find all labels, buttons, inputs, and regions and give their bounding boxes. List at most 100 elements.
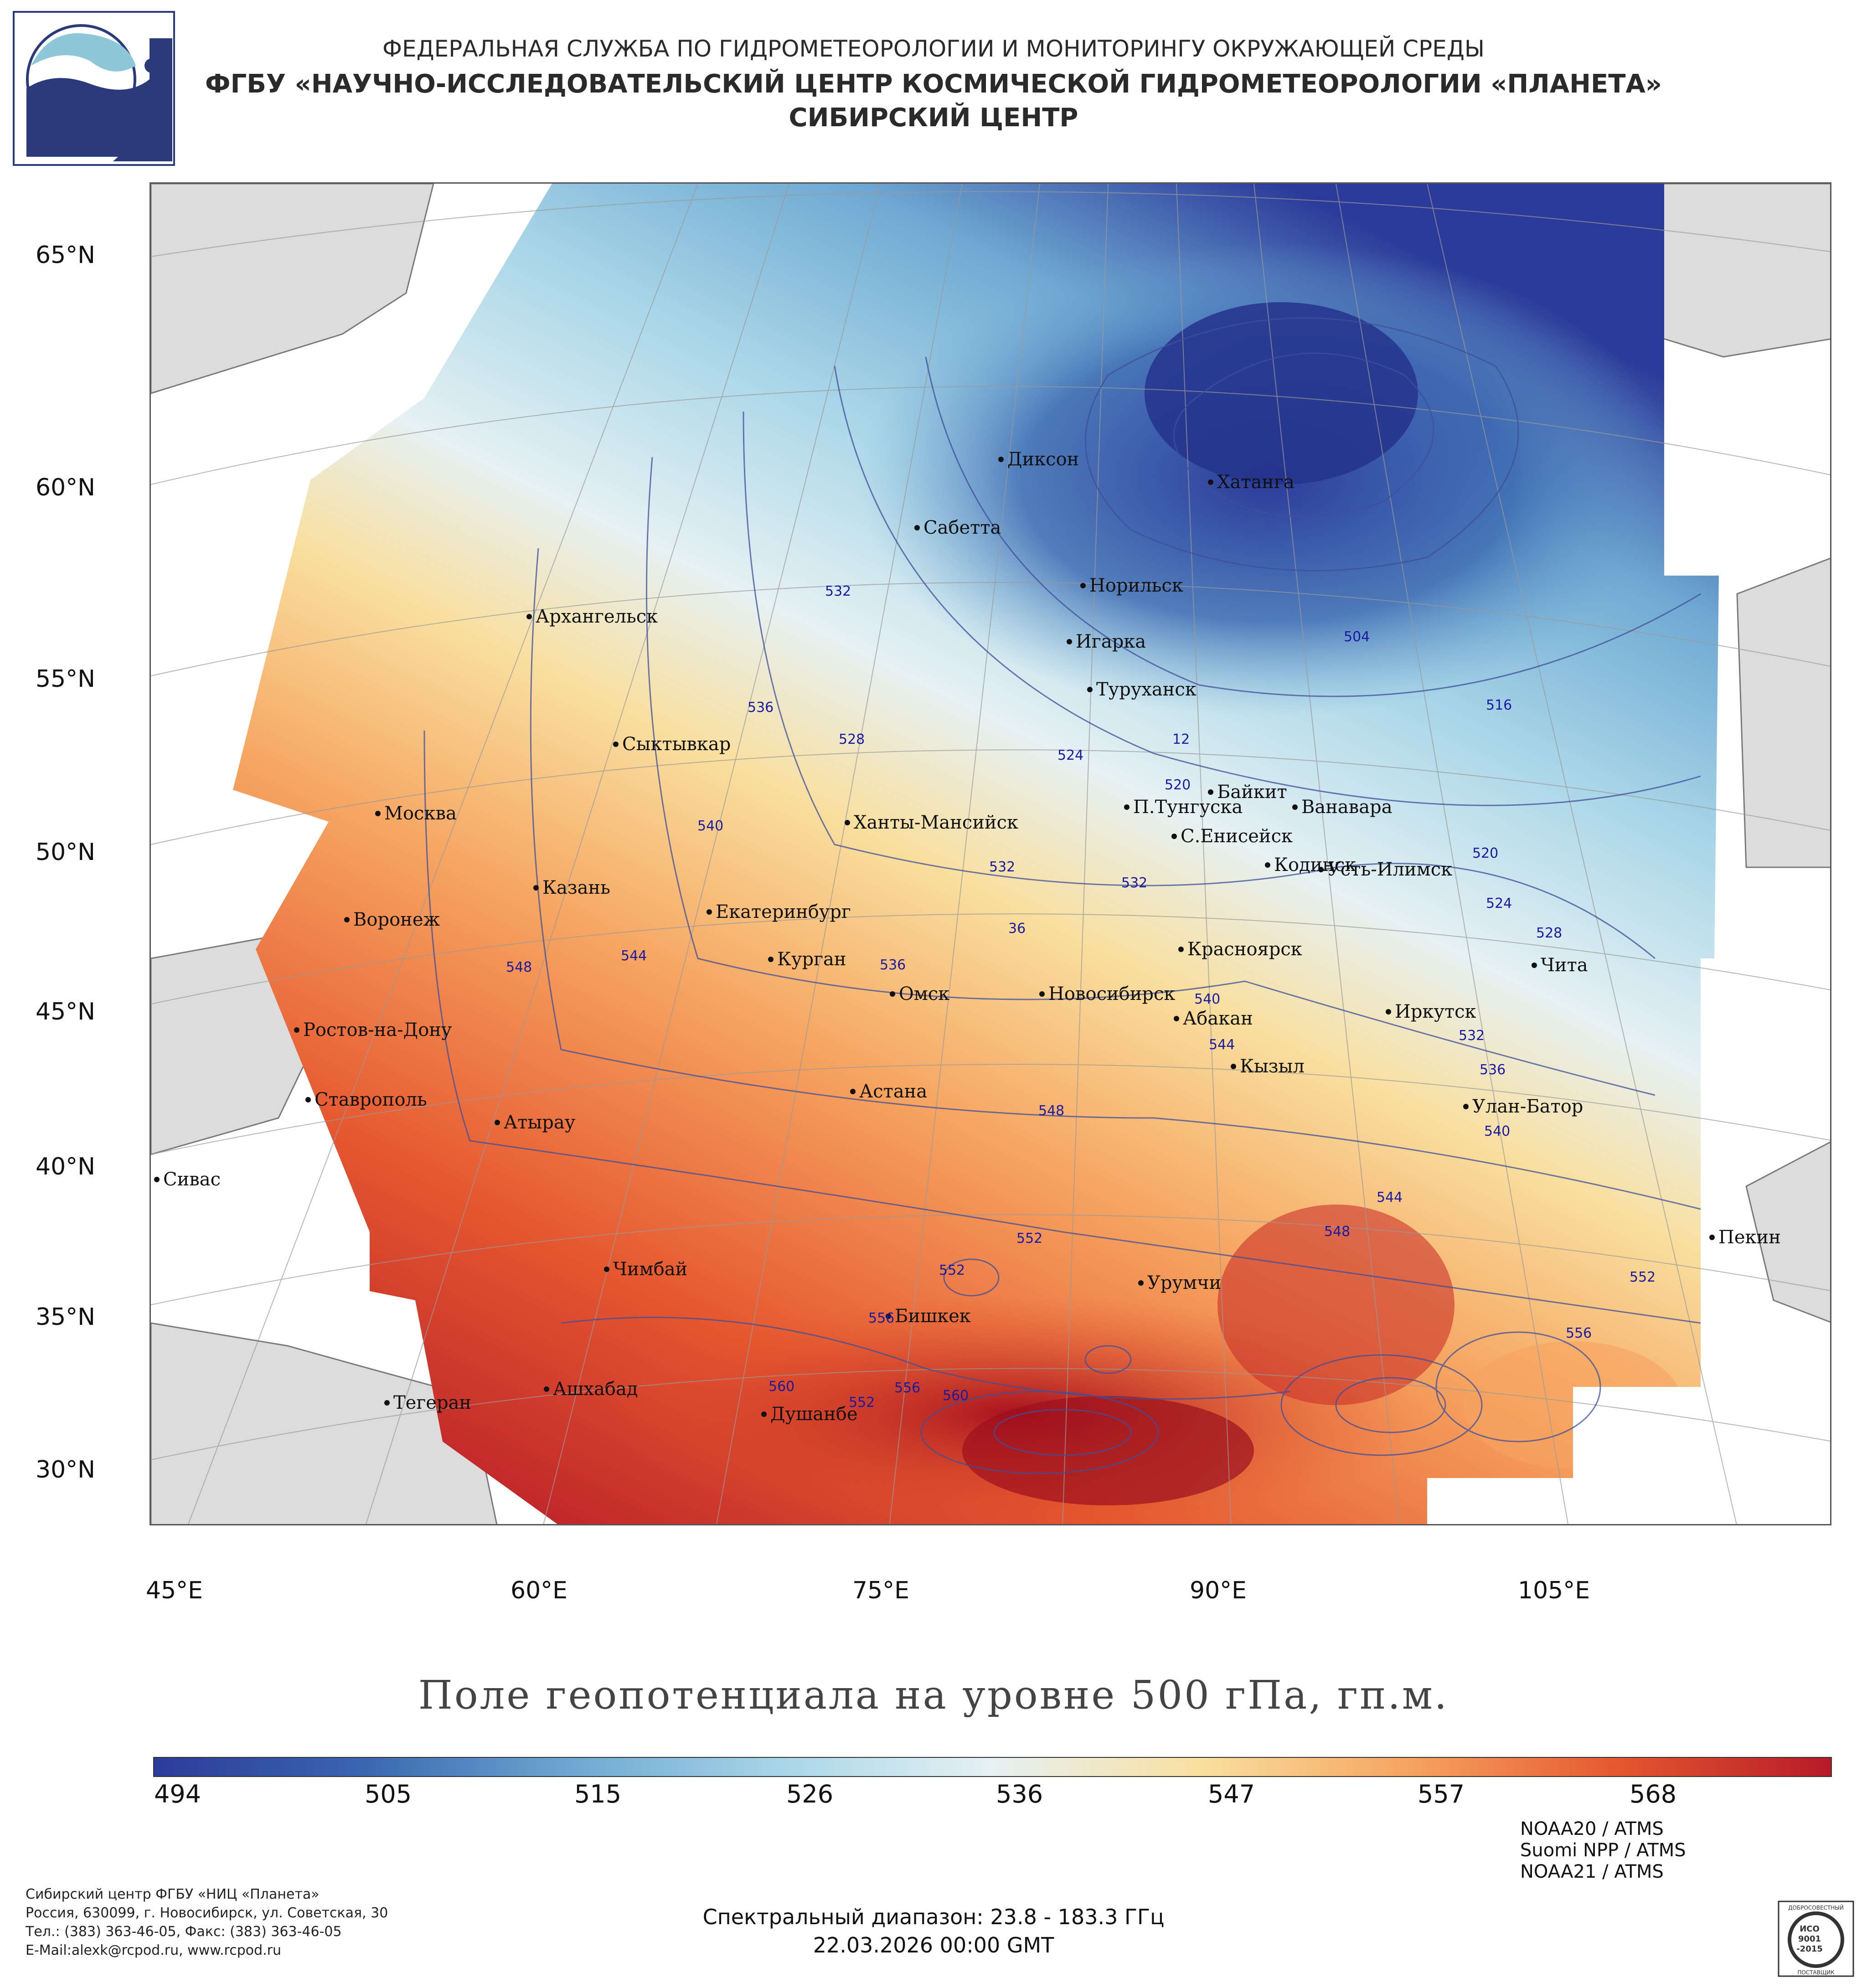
city-label: Байкит <box>1208 782 1287 803</box>
isoline-label: 532 <box>1121 875 1148 891</box>
geopotential-map <box>151 184 1830 1524</box>
lat-label: 40°N <box>36 1153 96 1180</box>
city-label: Душанбе <box>761 1404 858 1425</box>
city-label: Ашхабад <box>543 1379 638 1400</box>
city-label: Новосибирск <box>1039 984 1176 1004</box>
colorbar-tick-label: 515 <box>574 1780 622 1808</box>
isoline-label: 532 <box>1459 1028 1485 1044</box>
city-label: Пекин <box>1709 1227 1781 1248</box>
isoline-label: 544 <box>1209 1037 1235 1053</box>
header-center: СИБИРСКИЙ ЦЕНТР <box>789 103 1078 133</box>
isoline-label: 528 <box>839 731 865 747</box>
isoline-label: 556 <box>1566 1325 1592 1341</box>
contact-info: Сибирский центр ФГБУ «НИЦ «Планета» Росс… <box>26 1885 388 1960</box>
badge-iso: ИСО <box>1800 1924 1820 1934</box>
isoline-label: 552 <box>1630 1269 1656 1285</box>
city-label: Урумчи <box>1138 1272 1222 1293</box>
geopotential-field <box>233 184 1719 1524</box>
satellite-item: Suomi NPP / ATMS <box>1520 1840 1686 1861</box>
colorbar-tick-label: 547 <box>1208 1780 1255 1808</box>
city-label: Диксон <box>998 449 1079 470</box>
isoline-label: 540 <box>697 818 724 834</box>
isoline-label: 548 <box>1324 1224 1351 1240</box>
header-agency: ФЕДЕРАЛЬНАЯ СЛУЖБА ПО ГИДРОМЕТЕОРОЛОГИИ … <box>382 36 1485 62</box>
isoline-label: 548 <box>1038 1103 1065 1119</box>
isoline-label: 560 <box>943 1388 969 1404</box>
city-label: Сивас <box>154 1169 221 1190</box>
city-label: Бишкек <box>886 1306 971 1327</box>
city-label: Ханты-Мансийск <box>844 812 1019 833</box>
colorbar-tick-label: 526 <box>786 1780 834 1808</box>
isoline-label: 532 <box>825 583 851 599</box>
city-label: Архангельск <box>526 606 658 627</box>
lon-label: 75°E <box>852 1577 910 1604</box>
city-label: Сыктывкар <box>613 734 731 755</box>
address: Россия, 630099, г. Новосибирск, ул. Сове… <box>26 1905 388 1921</box>
city-label: Хатанга <box>1208 472 1295 493</box>
isoline-label: 552 <box>939 1262 965 1278</box>
isoline-label: 540 <box>1484 1123 1511 1139</box>
isoline-label: 560 <box>768 1379 795 1395</box>
lat-label: 60°N <box>36 474 96 501</box>
isoline-label: 528 <box>1536 925 1563 941</box>
isoline-label: 552 <box>1016 1231 1043 1246</box>
satellite-item: NOAA21 / ATMS <box>1520 1861 1664 1882</box>
lon-label: 45°E <box>146 1577 203 1604</box>
colorbar-tick-label: 536 <box>996 1780 1043 1808</box>
isoline-label: 524 <box>1486 896 1512 912</box>
isoline-label: 556 <box>894 1380 921 1396</box>
city-label: Тегеран <box>384 1392 472 1413</box>
isoline-label: 524 <box>1057 747 1084 763</box>
map-panel <box>150 182 1831 1525</box>
city-label: Иркутск <box>1386 1001 1476 1022</box>
city-label: Москва <box>375 803 457 824</box>
isoline-label: 536 <box>748 700 774 716</box>
isoline-label: 504 <box>1344 629 1370 645</box>
isoline-label: 556 <box>868 1310 895 1326</box>
isoline-label: 544 <box>621 948 647 964</box>
wave-globe-logo-icon <box>13 11 175 166</box>
lon-label: 60°E <box>511 1577 568 1604</box>
city-label: Усть-Илимск <box>1318 859 1453 880</box>
city-label: Курган <box>768 949 846 970</box>
badge-9001: 9001 <box>1798 1934 1821 1944</box>
lat-label: 55°N <box>36 665 96 693</box>
city-label: Туруханск <box>1087 679 1197 700</box>
city-label: П.Тунгуска <box>1124 797 1243 818</box>
city-label: Абакан <box>1174 1008 1253 1029</box>
phone: Тел.: (383) 363-46-05, Факс: (383) 363-4… <box>26 1924 342 1940</box>
city-label: Игарка <box>1066 631 1146 652</box>
colorbar-tick-label: 505 <box>365 1780 412 1808</box>
lat-label: 50°N <box>36 839 96 866</box>
isoline-label: 516 <box>1486 697 1512 713</box>
isoline-label: 540 <box>1194 991 1221 1007</box>
map-title: Поле геопотенциала на уровне 500 гПа, гп… <box>418 1673 1449 1718</box>
isoline-label: 552 <box>849 1395 875 1411</box>
observation-datetime: 22.03.2026 00:00 GMT <box>813 1933 1054 1957</box>
lat-label: 35°N <box>36 1303 96 1331</box>
satellite-item: NOAA20 / ATMS <box>1520 1818 1664 1839</box>
city-label: Чимбай <box>603 1259 688 1280</box>
header-institute: ФГБУ «НАУЧНО-ИССЛЕДОВАТЕЛЬСКИЙ ЦЕНТР КОС… <box>205 69 1662 99</box>
isoline-label: 520 <box>1165 777 1191 793</box>
isoline-label: 544 <box>1377 1190 1403 1205</box>
isoline-label: 520 <box>1472 845 1499 861</box>
city-label: Воронеж <box>344 909 440 930</box>
city-label: Ставрополь <box>305 1089 427 1110</box>
city-label: Екатеринбург <box>707 901 851 922</box>
badge-2015: -2015 <box>1796 1944 1823 1954</box>
city-label: Ванавара <box>1292 797 1393 818</box>
city-label: Ростов-на-Дону <box>294 1020 452 1040</box>
colorbar <box>153 1757 1832 1777</box>
email-web: E-Mail:alexk@rcpod.ru, www.rcpod.ru <box>26 1942 282 1958</box>
isoline-label: 36 <box>1008 921 1026 937</box>
city-label: Омск <box>889 984 950 1004</box>
iso-9001-badge-icon: ДОБРОСОВЕСТНЫЙ ИСО 9001 -2015 ПОСТАВЩИК <box>1778 1900 1854 1977</box>
spectral-range: Спектральный диапазон: 23.8 - 183.3 ГГц <box>702 1905 1165 1929</box>
lat-label: 65°N <box>36 242 96 269</box>
satellite-list: NOAA20 / ATMS Suomi NPP / ATMS NOAA21 / … <box>1520 1818 1686 1883</box>
city-label: Чита <box>1532 955 1588 976</box>
isoline-label: 536 <box>880 957 906 973</box>
org-name: Сибирский центр ФГБУ «НИЦ «Планета» <box>26 1886 320 1902</box>
lat-label: 30°N <box>36 1456 96 1483</box>
